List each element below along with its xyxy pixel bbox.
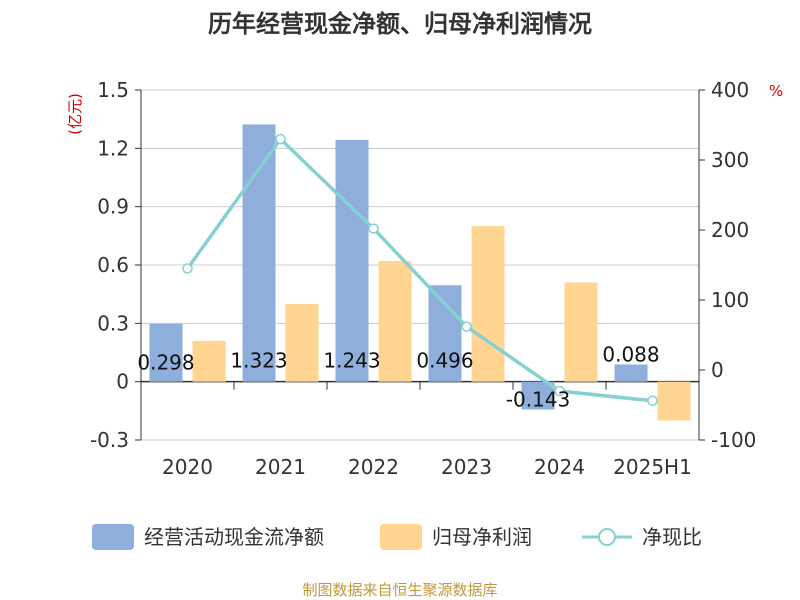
- bar-net-profit: [285, 303, 319, 382]
- x-tick-label: 2024: [534, 455, 585, 479]
- ratio-point: [368, 223, 379, 234]
- ratio-point: [461, 321, 472, 332]
- right-tick-label: 200: [711, 218, 749, 242]
- bars: [149, 124, 691, 421]
- right-y-axis: -100 0 100 200 300 400%: [698, 78, 783, 452]
- x-tick-label: 2020: [162, 455, 213, 479]
- bar-net-profit: [471, 226, 505, 382]
- cash-flow-data-label: 0.496: [416, 349, 473, 373]
- bar-cash-flow: [614, 364, 648, 382]
- right-tick-label: 400: [711, 78, 749, 102]
- cash-flow-data-label: 0.088: [602, 343, 659, 367]
- left-tick-label: 0.9: [97, 195, 129, 219]
- ratio-point: [182, 263, 193, 274]
- source-note: 制图数据来自恒生聚源数据库: [302, 581, 497, 599]
- bar-cash-flow: [242, 124, 276, 382]
- ratio-point: [275, 133, 286, 145]
- bar-cash-flow: [335, 139, 369, 382]
- bar-net-profit: [657, 381, 691, 421]
- left-tick-label: -0.3: [90, 428, 129, 452]
- right-tick-label: -100: [711, 428, 756, 452]
- cash-flow-data-label: 1.243: [323, 349, 380, 373]
- data-labels: 0.298 1.323 1.243 0.496 -0.143 0.088: [137, 343, 659, 412]
- bar-net-profit: [192, 340, 226, 382]
- legend-label-cash-flow: 经营活动现金流净额: [144, 525, 324, 549]
- left-axis-unit: (亿元): [66, 93, 84, 135]
- x-tick-label: 2022: [348, 455, 399, 479]
- legend-label-net-profit: 归母净利润: [432, 525, 532, 549]
- x-tick-label: 2021: [255, 455, 306, 479]
- cash-flow-data-label: 1.323: [230, 349, 287, 373]
- legend-swatch-cash-flow: [92, 524, 134, 550]
- legend-label-ratio: 净现比: [642, 525, 702, 549]
- ratio-point: [554, 385, 565, 397]
- ratio-line: [182, 133, 658, 407]
- right-tick-label: 100: [711, 288, 749, 312]
- left-tick-label: 1.5: [97, 78, 129, 102]
- chart-title: 历年经营现金净额、归母净利润情况: [208, 10, 592, 38]
- bar-net-profit: [378, 261, 412, 382]
- x-axis: 2020 2021 2022 2023 2024 2025H1: [140, 380, 700, 479]
- bar-cash-flow: [521, 381, 555, 410]
- left-y-axis: -0.3 0 0.3 0.6 0.9 1.2 1.5 (亿元): [66, 78, 142, 452]
- bar-cash-flow: [428, 285, 462, 382]
- right-tick-label: 0: [711, 358, 724, 382]
- right-axis-unit: %: [769, 82, 783, 100]
- left-tick-label: 0.6: [97, 253, 129, 277]
- bar-net-profit: [564, 282, 598, 382]
- cash-flow-data-label: -0.143: [506, 387, 570, 411]
- left-tick-label: 1.2: [97, 136, 129, 160]
- x-tick-label: 2023: [441, 455, 492, 479]
- x-tick-label: 2025H1: [613, 455, 692, 479]
- legend-swatch-net-profit: [380, 524, 422, 550]
- left-tick-label: 0.3: [97, 311, 129, 335]
- ratio-line-path: [186, 136, 653, 403]
- right-tick-label: 300: [711, 148, 749, 172]
- legend: 经营活动现金流净额 归母净利润 净现比: [92, 524, 702, 550]
- legend-swatch-ratio-marker: [598, 528, 616, 546]
- ratio-point: [647, 395, 658, 407]
- bar-cash-flow: [149, 323, 183, 382]
- cash-flow-data-label: 0.298: [137, 351, 194, 375]
- left-tick-label: 0: [116, 370, 129, 394]
